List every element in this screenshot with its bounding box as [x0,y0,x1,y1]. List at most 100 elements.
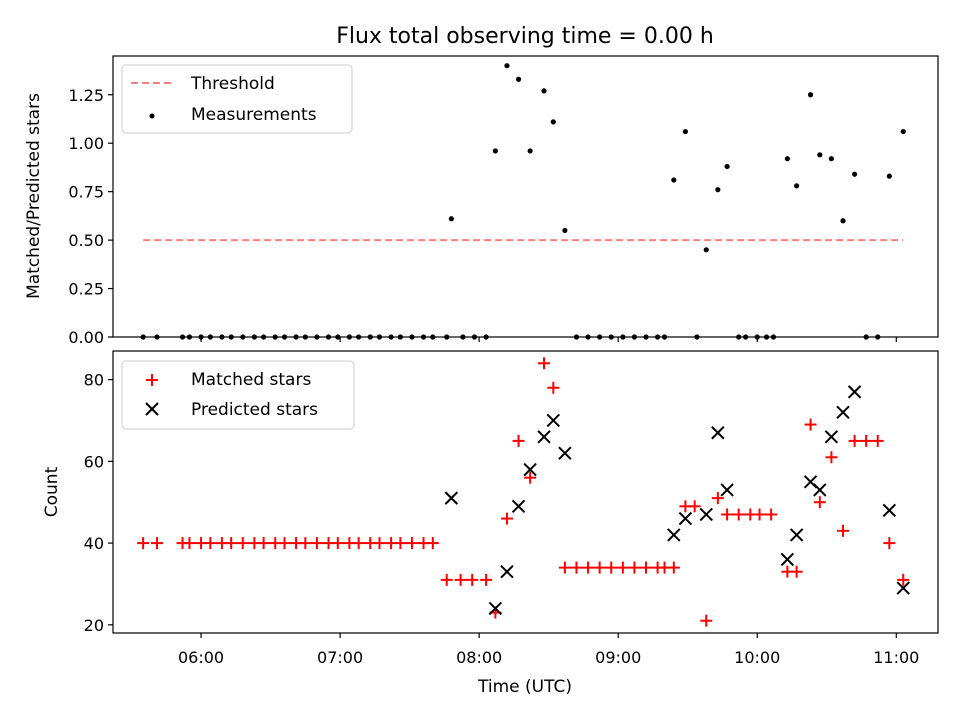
matched-star-point [500,512,513,525]
matched-star-point [628,561,641,574]
predicted-star-point [678,511,693,526]
count-plot-area: 20 40 60 80 06:00 07:00 08:00 09:00 10:00 11:00 [84,357,919,667]
measurement-point [840,218,846,224]
ratio-ytick-label: 0.00 [68,328,104,347]
matched-star-point [582,561,595,574]
predicted-star-point [500,564,514,579]
measurement-point [886,173,892,179]
predicted-star-point [667,528,681,542]
matched-star-point [466,573,479,586]
measurement-point [671,177,677,183]
bottom-ylabel: Count [42,466,62,517]
measurement-point [527,148,533,154]
measurement-point [817,152,823,158]
ratio-ytick-label: 0.75 [68,183,104,202]
measurement-point [851,171,858,177]
matched-star-point [373,537,386,550]
predicted-star-point [789,528,804,542]
legend-measurements-swatch [149,113,155,119]
predicted-star-point [882,503,897,518]
measurement-point [550,119,556,125]
predicted-star-point [813,483,827,497]
measurement-point [828,156,834,162]
measurement-point [703,247,709,253]
matched-star-point [394,537,407,550]
matched-star-point [848,434,861,447]
predicted-star-point [836,405,850,420]
measurement-point [682,128,689,135]
count-xtick-label: 06:00 [178,648,224,667]
matched-star-point [236,537,249,550]
matched-star-point [765,508,778,521]
count-xtick-label: 08:00 [456,648,502,667]
predicted-star-point [511,499,526,514]
ratio-plot-area: 0.00 0.25 0.50 0.75 1.00 1.25 [68,63,906,347]
matched-star-point [897,573,910,586]
count-xtick-label: 07:00 [317,648,363,667]
matched-star-point [732,508,745,521]
ratio-ytick-label: 0.50 [68,231,104,250]
legend-matched-label: Matched stars [191,370,311,390]
predicted-star-point [444,491,459,505]
count-legend: Matched stars Predicted stars [121,360,355,430]
matched-star-point [183,537,196,550]
ratio-plot-frame [112,55,939,338]
matched-star-point [667,561,680,574]
measurement-point [715,187,721,193]
matched-star-point [825,451,838,464]
matched-star-point [299,537,312,550]
matched-star-point [480,573,493,586]
matched-star-point [137,537,150,550]
ratio-ytick-label: 1.00 [68,134,104,153]
matched-star-point [640,561,653,574]
measurement-point [515,76,522,82]
matched-star-point [711,492,724,505]
measurement-point [784,156,790,162]
measurement-point [900,128,906,135]
measurement-point [724,163,730,170]
count-xtick-label: 10:00 [734,648,780,667]
matched-star-point [790,565,803,578]
count-ytick-label: 80 [84,371,104,390]
matched-star-point [871,434,884,447]
matched-star-point [813,496,826,509]
matched-star-point [257,537,270,550]
measurement-point [504,63,510,69]
ratio-ytick-label: 0.25 [68,280,104,299]
legend-predicted-label: Predicted stars [191,400,318,420]
matched-star-point [204,537,217,550]
matched-star-point [836,524,849,537]
matched-star-point [524,471,537,484]
predicted-star-point [896,581,910,595]
ratio-ytick-label: 1.25 [68,86,104,105]
matched-star-point [405,537,418,550]
predicted-star-point [711,426,725,440]
measurement-point [562,227,568,234]
matched-star-point [860,434,873,447]
matched-star-point [310,537,323,550]
count-plot-frame [112,350,939,634]
matched-star-point [883,537,896,550]
matched-star-point [225,537,238,550]
matched-star-point [558,561,571,574]
count-ytick-label: 60 [84,452,104,471]
predicted-star-point [537,430,551,444]
matched-star-point [426,537,439,550]
matched-star-point [454,573,467,586]
predicted-star-point [699,507,713,522]
measurement-point [794,183,800,189]
matched-star-point [700,614,713,627]
legend-threshold-label: Threshold [190,74,275,94]
measurement-point [448,216,454,222]
count-ytick-label: 20 [84,616,104,635]
measurement-point [541,88,547,94]
measurement-point [807,92,814,98]
matched-star-point [440,573,453,586]
predicted-star-point [720,483,734,497]
predicted-star-point [488,601,503,616]
matched-star-point [570,561,583,574]
matched-star-point [151,537,164,550]
predicted-star-point [546,413,561,428]
